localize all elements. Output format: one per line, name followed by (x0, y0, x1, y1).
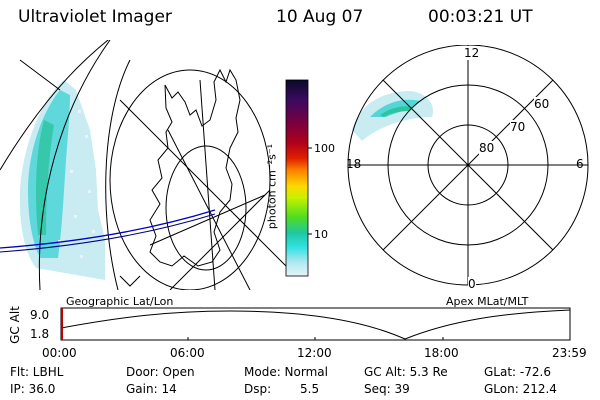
time-label: 00:03:21 UT (428, 7, 533, 27)
colorbar-tick-100: 100 (314, 142, 335, 155)
altitude-ytick-high: 9.0 (30, 308, 50, 322)
info-filter: Flt: LBHL (10, 365, 64, 379)
info-mode: Mode: Normal (244, 365, 328, 379)
polar-panel-label: Apex MLat/MLT (446, 295, 529, 308)
info-gain: Gain: 14 (126, 382, 177, 396)
xtick-0000: 00:00 (42, 346, 77, 360)
mlt-label-6: 6 (576, 157, 584, 171)
mlat-label-70: 70 (510, 120, 526, 134)
colorbar-unit-label: photon cm⁻²s⁻¹ (265, 143, 279, 230)
altitude-ytick-low: 1.8 (30, 327, 50, 341)
altitude-curve (60, 309, 571, 340)
info-ip: IP: 36.0 (10, 382, 56, 396)
instrument-title: Ultraviolet Imager (18, 7, 172, 27)
date-label: 10 Aug 07 (276, 7, 364, 27)
mlt-label-18: 18 (346, 157, 362, 171)
coastline (149, 68, 241, 267)
info-seq: Seq: 39 (364, 382, 410, 396)
info-dsp-value: 5.5 (300, 382, 320, 396)
info-door: Door: Open (126, 365, 195, 379)
mlat-label-80: 80 (479, 141, 495, 155)
xtick-1800: 18:00 (424, 346, 459, 360)
xtick-0600: 06:00 (170, 346, 205, 360)
xtick-1200: 12:00 (297, 346, 332, 360)
mlt-label-0: 0 (468, 277, 476, 291)
info-glat: GLat: -72.6 (484, 365, 551, 379)
altitude-ylabel: GC Alt (8, 306, 22, 344)
altitude-timeline (60, 307, 571, 341)
colorbar (285, 79, 312, 277)
colorbar-tick-10: 10 (314, 228, 328, 241)
mlt-label-12: 12 (464, 46, 480, 60)
geographic-panel-label: Geographic Lat/Lon (66, 295, 174, 308)
geographic-map (0, 40, 290, 290)
info-dsp-label: Dsp: (244, 382, 272, 396)
mlat-label-60: 60 (534, 97, 550, 111)
info-glon: GLon: 212.4 (484, 382, 557, 396)
info-gc-alt: GC Alt: 5.3 Re (364, 365, 448, 379)
polar-mlt-map (347, 45, 589, 286)
polar-aurora-region (352, 91, 434, 141)
xtick-2359: 23:59 (552, 346, 587, 360)
orbit-track (0, 209, 216, 249)
